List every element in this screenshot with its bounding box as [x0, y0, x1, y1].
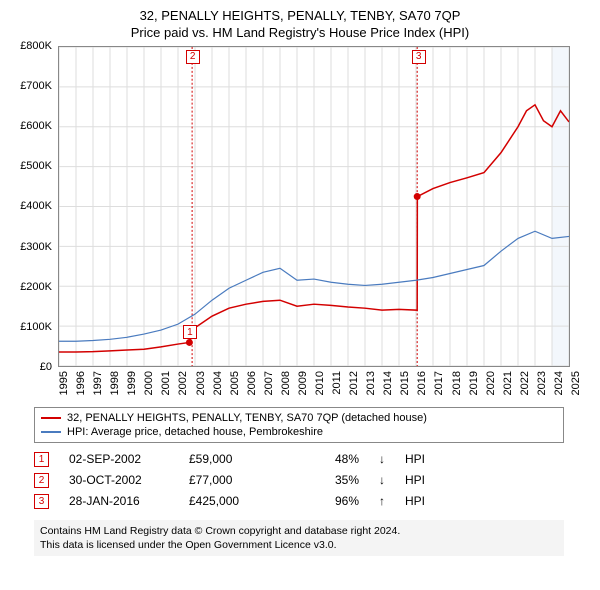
event-amount: £425,000 [189, 494, 279, 508]
legend-label-price: 32, PENALLY HEIGHTS, PENALLY, TENBY, SA7… [67, 412, 427, 424]
y-axis-label: £300K [10, 241, 52, 253]
event-badge: 2 [34, 473, 49, 488]
disclaimer-line2: This data is licensed under the Open Gov… [40, 538, 558, 552]
event-row: 1 02-SEP-2002 £59,000 48% ↓ HPI [34, 449, 564, 470]
plot-region: 1 2 3 [58, 46, 570, 367]
event-arrow-icon: ↓ [379, 473, 385, 487]
legend-item-price: 32, PENALLY HEIGHTS, PENALLY, TENBY, SA7… [41, 411, 557, 425]
event-amount: £77,000 [189, 473, 279, 487]
legend-swatch-hpi [41, 431, 61, 433]
x-axis-label: 2025 [570, 371, 600, 395]
disclaimer: Contains HM Land Registry data © Crown c… [34, 520, 564, 556]
disclaimer-line1: Contains HM Land Registry data © Crown c… [40, 524, 558, 538]
event-badge: 3 [34, 494, 49, 509]
chart-area: 1 2 3 £0 £100K £200K £300K £400K £500K £600K £700… [10, 46, 570, 401]
event-date: 28-JAN-2016 [69, 494, 169, 508]
event-row: 2 30-OCT-2002 £77,000 35% ↓ HPI [34, 470, 564, 491]
event-row: 3 28-JAN-2016 £425,000 96% ↑ HPI [34, 491, 564, 512]
event-amount: £59,000 [189, 452, 279, 466]
event-pct: 96% [299, 494, 359, 508]
event-date: 02-SEP-2002 [69, 452, 169, 466]
chart-title-line2: Price paid vs. HM Land Registry's House … [10, 25, 590, 40]
legend: 32, PENALLY HEIGHTS, PENALLY, TENBY, SA7… [34, 407, 564, 443]
event-marker-badge: 1 [183, 325, 197, 339]
event-suffix: HPI [405, 473, 425, 487]
event-marker-badge: 3 [412, 50, 426, 64]
y-axis-label: £700K [10, 80, 52, 92]
y-axis-label: £800K [10, 40, 52, 52]
event-arrow-icon: ↑ [379, 494, 385, 508]
event-suffix: HPI [405, 452, 425, 466]
event-arrow-icon: ↓ [379, 452, 385, 466]
y-axis-label: £600K [10, 120, 52, 132]
legend-swatch-price [41, 417, 61, 419]
legend-label-hpi: HPI: Average price, detached house, Pemb… [67, 426, 323, 438]
event-badge: 1 [34, 452, 49, 467]
y-axis-label: £200K [10, 281, 52, 293]
y-axis-label: £500K [10, 160, 52, 172]
y-axis-label: £400K [10, 200, 52, 212]
events-table: 1 02-SEP-2002 £59,000 48% ↓ HPI 2 30-OCT-2002 £7… [34, 449, 564, 512]
event-marker-badge: 2 [186, 50, 200, 64]
event-date: 30-OCT-2002 [69, 473, 169, 487]
event-pct: 48% [299, 452, 359, 466]
event-suffix: HPI [405, 494, 425, 508]
chart-title-line1: 32, PENALLY HEIGHTS, PENALLY, TENBY, SA7… [10, 8, 590, 25]
legend-item-hpi: HPI: Average price, detached house, Pemb… [41, 425, 557, 439]
event-pct: 35% [299, 473, 359, 487]
y-axis-label: £100K [10, 321, 52, 333]
y-axis-label: £0 [10, 361, 52, 373]
